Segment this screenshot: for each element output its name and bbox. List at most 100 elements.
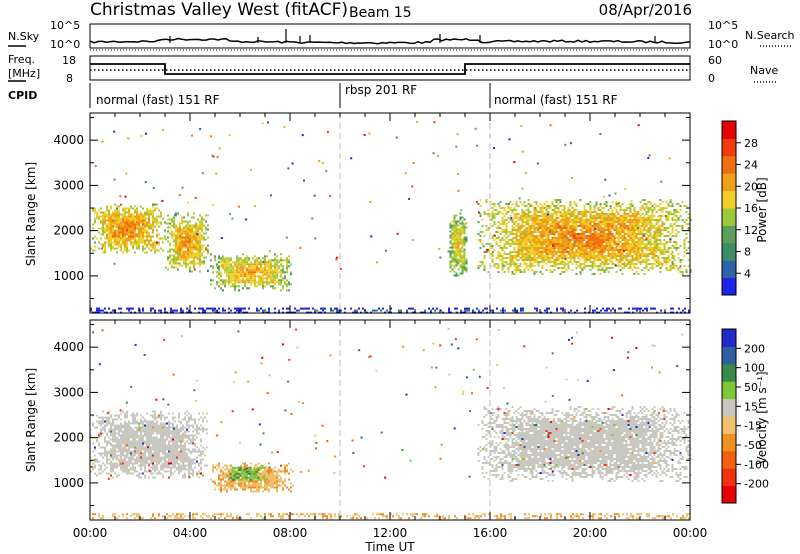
- data-cell: [118, 442, 120, 445]
- data-cell: [114, 239, 116, 242]
- data-cell: [169, 260, 171, 263]
- data-cell: [182, 309, 184, 312]
- data-cell: [547, 217, 550, 219]
- data-cell: [559, 215, 562, 217]
- data-cell: [448, 309, 450, 312]
- data-cell: [282, 277, 284, 280]
- data-cell: [487, 215, 490, 217]
- data-cell: [671, 225, 674, 227]
- data-cell: [659, 227, 662, 229]
- data-cell: [597, 233, 600, 235]
- data-cell: [575, 255, 578, 257]
- data-cell: [183, 226, 185, 229]
- data-cell: [605, 225, 608, 227]
- data-cell: [539, 245, 542, 247]
- data-cell: [195, 228, 197, 231]
- data-cell: [116, 456, 118, 459]
- data-cell: [280, 259, 282, 262]
- data-cell: [687, 265, 690, 267]
- data-cell: [154, 207, 156, 210]
- data-cell: [547, 231, 550, 233]
- data-cell: [583, 239, 586, 241]
- data-cell: [154, 225, 156, 228]
- data-cell: [643, 267, 646, 269]
- data-cell: [268, 275, 270, 278]
- data-cell: [177, 268, 179, 271]
- data-cell: [633, 235, 636, 237]
- data-cell: [134, 231, 136, 234]
- data-cell: [651, 209, 654, 211]
- data-cell: [559, 211, 562, 213]
- data-cell: [286, 257, 288, 260]
- data-cell: [625, 215, 628, 217]
- data-cell: [649, 253, 652, 255]
- data-cell: [112, 456, 114, 459]
- data-cell: [356, 309, 358, 312]
- data-cell: [170, 307, 172, 310]
- data-cell: [124, 464, 126, 467]
- data-cell: [651, 225, 654, 227]
- data-cell: [118, 446, 120, 449]
- data-cell: [94, 466, 96, 469]
- data-cell: [206, 307, 208, 310]
- data-cell: [557, 203, 560, 205]
- data-cell: [106, 223, 108, 226]
- data-cell: [244, 259, 246, 262]
- data-cell: [575, 243, 578, 245]
- data-cell: [575, 217, 578, 219]
- data-cell: [519, 235, 522, 237]
- data-cell: [685, 205, 688, 207]
- data-cell: [533, 209, 536, 211]
- data-cell: [559, 257, 562, 259]
- data-cell: [589, 243, 592, 245]
- data-cell: [553, 231, 556, 233]
- data-cell: [134, 436, 136, 439]
- data-cell: [242, 277, 244, 280]
- data-cell: [629, 207, 632, 209]
- data-cell: [669, 241, 672, 243]
- data-cell: [675, 249, 678, 251]
- data-cell: [183, 238, 185, 241]
- data-cell: [189, 224, 191, 227]
- data-cell: [571, 235, 574, 237]
- data-cell: [224, 257, 226, 260]
- data-cell: [312, 307, 314, 310]
- data-cell: [559, 235, 562, 237]
- data-cell: [122, 446, 124, 449]
- data-cell: [647, 247, 650, 249]
- data-cell: [453, 222, 456, 225]
- data-cell: [479, 241, 482, 243]
- data-cell: [104, 241, 106, 244]
- data-cell: [187, 240, 189, 243]
- data-cell: [116, 464, 118, 467]
- data-cell: [218, 307, 220, 310]
- data-cell: [177, 226, 179, 229]
- data-cell: [114, 215, 116, 218]
- data-cell: [189, 244, 191, 247]
- data-cell: [126, 416, 128, 419]
- data-cell: [627, 227, 630, 229]
- data-cell: [511, 225, 514, 227]
- data-cell: [591, 215, 594, 217]
- data-cell: [228, 271, 230, 274]
- data-cell: [685, 223, 688, 225]
- data-cell: [585, 249, 588, 251]
- data-cell: [565, 227, 568, 229]
- data-cell: [657, 255, 660, 257]
- data-cell: [631, 235, 634, 237]
- data-cell: [595, 203, 598, 205]
- data-cell: [581, 257, 584, 259]
- data-cell: [583, 215, 586, 217]
- data-cell: [519, 201, 522, 203]
- data-cell: [177, 254, 179, 257]
- data-cell: [603, 271, 606, 273]
- data-cell: [374, 309, 376, 312]
- data-cell: [685, 269, 688, 271]
- data-cell: [647, 255, 650, 257]
- data-cell: [171, 220, 173, 223]
- data-cell: [238, 307, 240, 310]
- data-cell: [449, 240, 452, 243]
- data-cell: [136, 440, 138, 443]
- data-cell: [561, 267, 564, 269]
- data-cell: [645, 231, 648, 233]
